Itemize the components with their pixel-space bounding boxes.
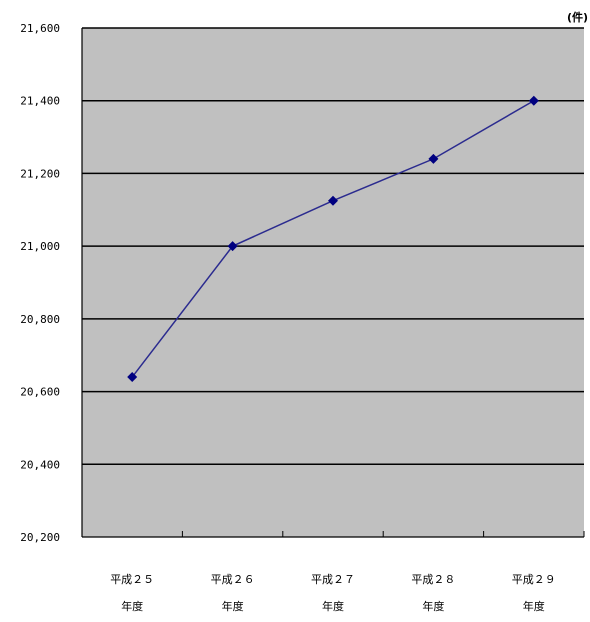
data-point-marker <box>227 241 238 252</box>
plot-background <box>82 28 584 537</box>
data-point-marker <box>127 372 138 383</box>
y-tick-label: 21,600 <box>20 22 60 35</box>
gridlines <box>82 27 584 466</box>
x-tick-label: 平成２８年度 <box>411 573 455 613</box>
y-tick-label: 21,200 <box>20 167 60 180</box>
y-tick-label: 20,800 <box>20 313 60 326</box>
x-axis-ticks <box>181 531 585 537</box>
x-tick-label: 平成２７年度 <box>311 573 355 613</box>
series-group <box>127 95 539 383</box>
y-tick-label: 21,000 <box>20 240 60 253</box>
x-axis-tick-labels: 平成２５年度 平成２６年度 平成２７年度 平成２８年度 平成２９年度 <box>110 573 556 613</box>
y-tick-label: 20,200 <box>20 531 60 544</box>
x-tick-label: 平成２９年度 <box>512 573 556 613</box>
y-tick-label: 21,400 <box>20 95 60 108</box>
x-tick-label: 平成２６年度 <box>211 573 255 613</box>
data-point-marker <box>428 153 439 164</box>
y-axis-tick-labels: 20,200 20,400 20,600 20,800 21,000 21,200 21,4… <box>20 22 60 544</box>
unit-label: (件) <box>567 10 588 24</box>
data-point-marker <box>328 195 338 206</box>
y-tick-label: 20,600 <box>20 386 60 399</box>
y-tick-label: 20,400 <box>20 458 60 471</box>
x-tick-label: 平成２５年度 <box>110 573 154 613</box>
data-point-marker <box>528 95 539 106</box>
plot-area <box>81 27 585 538</box>
